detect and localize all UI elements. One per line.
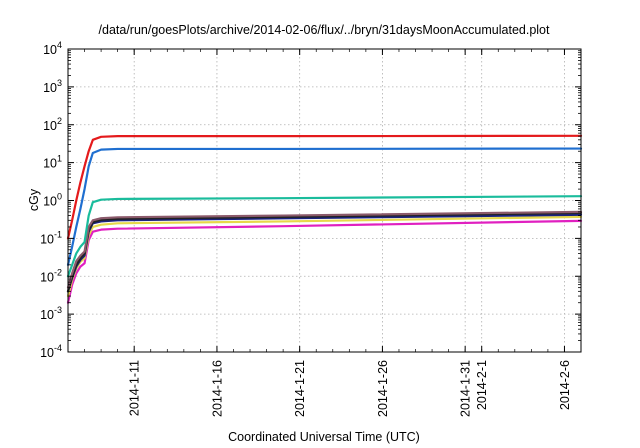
y-tick-label: 104	[43, 40, 62, 57]
grid	[68, 49, 581, 352]
y-tick-label: 102	[43, 116, 62, 133]
y-tick-label: 103	[43, 78, 62, 95]
x-tick-label: 2014-1-16	[210, 360, 224, 417]
y-tick-label: 101	[43, 154, 62, 171]
axis-ticks: 10-4 10-3 10-2 10-1 100 101 102 103 104 2014-1-11…	[40, 40, 582, 417]
chart-title: /data/run/goesPlots/archive/2014-02-06/f…	[99, 23, 550, 37]
x-tick-label: 2014-2-1	[475, 360, 489, 410]
y-tick-label: 10-4	[40, 343, 62, 360]
x-tick-label: 2014-1-21	[293, 360, 307, 417]
y-tick-label: 10-1	[40, 229, 62, 246]
series-line	[66, 219, 583, 304]
series-lines	[66, 134, 583, 304]
y-tick-label: 100	[43, 192, 62, 209]
series-line	[66, 210, 583, 289]
series-line	[66, 147, 583, 266]
x-axis-label: Coordinated Universal Time (UTC)	[228, 430, 420, 444]
x-tick-label: 2014-2-6	[558, 360, 572, 410]
y-tick-label: 10-2	[40, 267, 62, 284]
series-line	[66, 195, 583, 278]
x-tick-label: 2014-1-31	[459, 360, 473, 417]
x-tick-label: 2014-1-26	[376, 360, 390, 417]
y-axis-label: cGy	[27, 188, 41, 211]
x-tick-label: 2014-1-11	[128, 360, 142, 416]
series-line	[66, 134, 583, 240]
y-tick-label: 10-3	[40, 305, 62, 322]
